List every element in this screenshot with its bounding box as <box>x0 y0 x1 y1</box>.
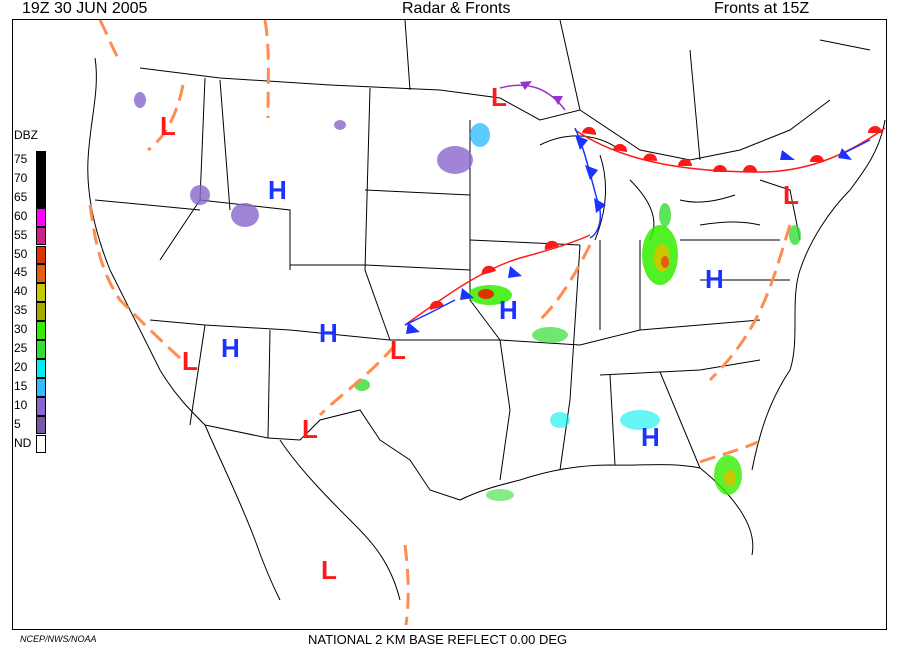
legend-swatch <box>36 434 46 454</box>
trough-line <box>263 19 270 119</box>
cold-front <box>404 127 871 334</box>
legend-swatch <box>36 340 46 359</box>
occluded-front <box>499 81 566 111</box>
legend-swatch <box>36 302 46 322</box>
legend-swatch <box>36 321 46 340</box>
us-mexico-border <box>204 409 461 501</box>
legend-label: 45 <box>14 265 28 280</box>
trough-line <box>538 244 592 322</box>
high-pressure-marker: H <box>499 295 518 325</box>
low-pressure-marker: L <box>491 82 507 112</box>
legend-label: 55 <box>14 227 28 242</box>
high-pressure-marker: H <box>705 264 724 294</box>
high-pressure-marker: H <box>268 175 287 205</box>
high-pressure-marker: H <box>319 318 338 348</box>
trough-line <box>403 544 410 626</box>
legend-label: 65 <box>14 189 28 204</box>
legend-label: 35 <box>14 303 28 318</box>
trough-line <box>98 19 122 62</box>
legend-swatch <box>36 245 46 265</box>
low-pressure-marker: L <box>390 335 406 365</box>
valid-time-label: 19Z 30 JUN 2005 <box>22 0 148 17</box>
product-title: Radar & Fronts <box>402 0 511 17</box>
legend-swatch <box>36 377 46 397</box>
legend-label: ND <box>14 435 32 450</box>
boundaries <box>87 19 886 601</box>
legend-label: 40 <box>14 284 28 299</box>
legend-label: 15 <box>14 378 28 393</box>
legend-label: 25 <box>14 341 28 355</box>
low-pressure-marker: L <box>160 111 176 141</box>
mexico-gulf-coast <box>279 439 401 601</box>
legend-label: 30 <box>14 322 28 337</box>
legend-label: 60 <box>14 208 28 223</box>
legend-label: 70 <box>14 170 28 185</box>
legend-label: 75 <box>14 152 28 166</box>
legend-swatch <box>36 264 46 284</box>
trough-line <box>318 344 397 417</box>
baja-coast <box>204 424 281 601</box>
trough-line <box>88 204 182 360</box>
legend-swatch <box>36 207 46 227</box>
us-canada-border <box>139 67 831 161</box>
legend-label: 20 <box>14 359 28 374</box>
legend-swatch <box>36 151 46 170</box>
legend-swatch <box>36 415 46 435</box>
legend-swatch <box>36 396 46 416</box>
florida <box>699 467 754 556</box>
legend-label: 10 <box>14 397 28 412</box>
legend-swatch <box>36 283 46 303</box>
product-description: NATIONAL 2 KM BASE REFLECT 0.00 DEG <box>308 632 568 647</box>
high-pressure-marker: H <box>221 333 240 363</box>
trough-line <box>147 84 185 152</box>
radar-echoes <box>134 92 801 501</box>
legend-swatch <box>36 226 46 246</box>
low-pressure-marker: L <box>783 180 799 210</box>
low-pressure-marker: L <box>302 414 318 444</box>
low-pressure-marker: L <box>321 555 337 585</box>
legend-swatch <box>36 188 46 208</box>
fronts-time-label: Fronts at 15Z <box>714 0 810 17</box>
troughs <box>88 19 792 626</box>
legend-label: 50 <box>14 246 28 261</box>
legend-swatch <box>36 358 46 378</box>
low-pressure-marker: L <box>182 346 198 376</box>
legend-swatch <box>36 169 46 189</box>
coastline-west <box>87 57 206 426</box>
trough-line <box>699 440 759 464</box>
legend-label: 5 <box>14 416 21 431</box>
agency-credit: NCEP/NWS/NOAA <box>20 634 97 644</box>
gulf-coast <box>459 464 701 501</box>
high-pressure-marker: H <box>641 422 660 452</box>
map-frame <box>12 19 887 630</box>
legend-title: DBZ <box>14 128 38 142</box>
trough-line <box>708 224 792 382</box>
atlantic-coast <box>751 119 886 471</box>
